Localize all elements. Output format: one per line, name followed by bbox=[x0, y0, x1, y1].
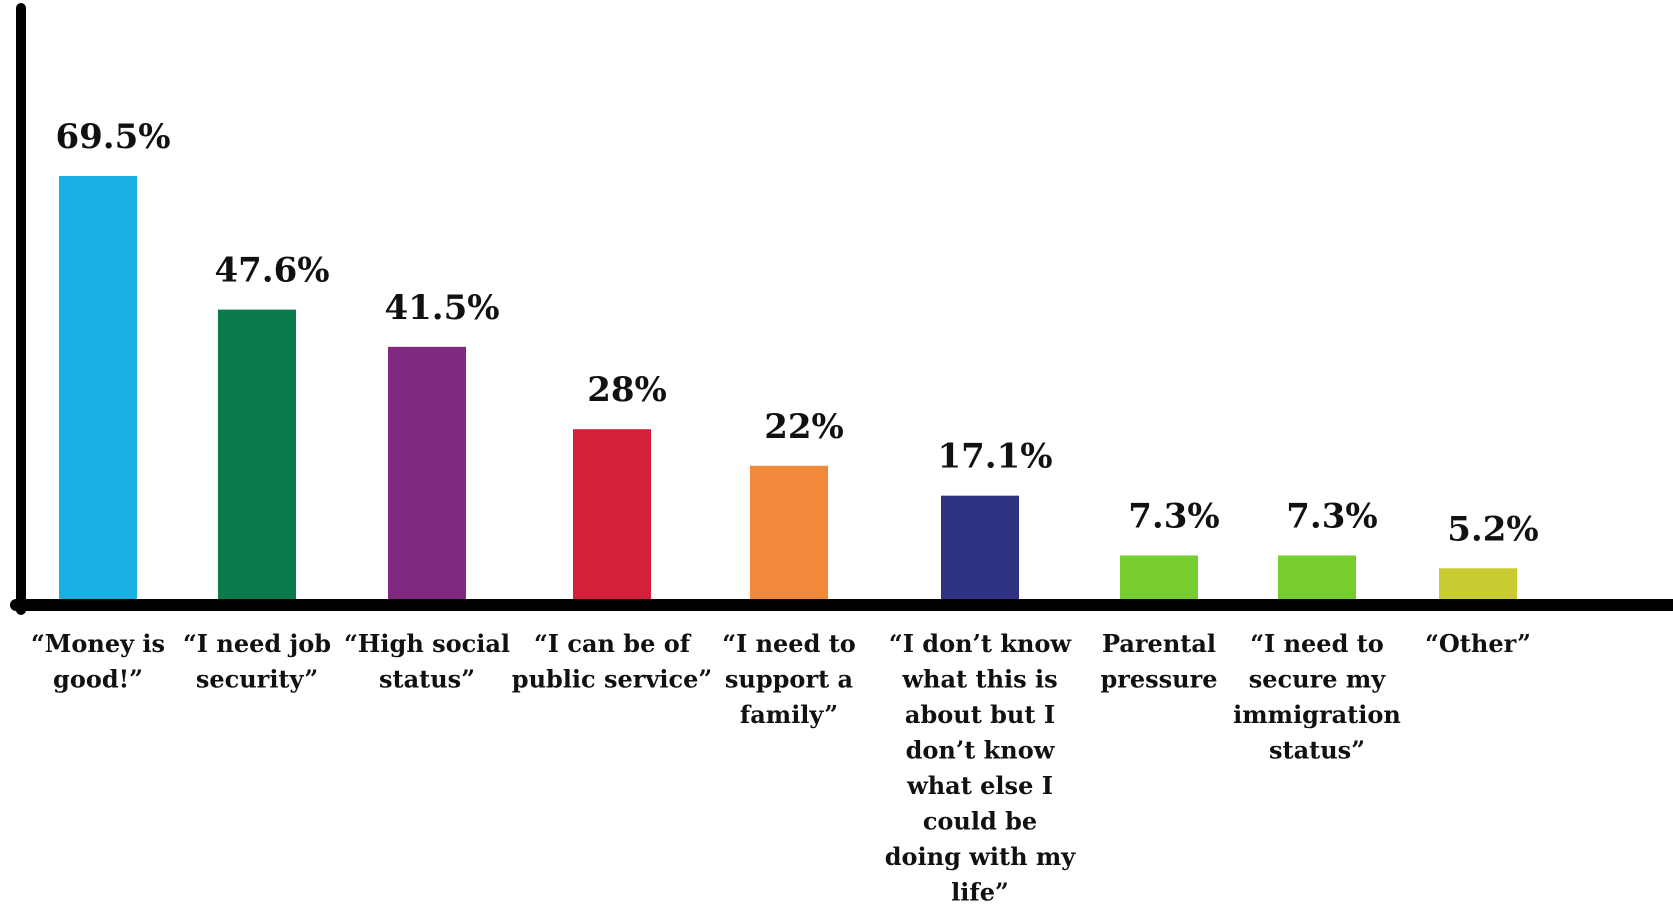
category-label-line: “I can be of bbox=[534, 629, 692, 658]
category-label-line: what this is bbox=[901, 665, 1057, 694]
bar-4 bbox=[750, 465, 828, 600]
category-label-8: “Other” bbox=[1425, 629, 1531, 658]
category-label-line: life” bbox=[951, 878, 1009, 907]
category-label-line: “High social bbox=[344, 629, 510, 658]
category-label-line: could be bbox=[923, 807, 1037, 836]
category-label-line: public service” bbox=[512, 665, 712, 694]
bar-7 bbox=[1278, 555, 1356, 600]
category-label-3: “I can be of public service” bbox=[512, 629, 712, 694]
category-label-line: immigration bbox=[1233, 700, 1401, 729]
value-label-5: 17.1% bbox=[937, 437, 1052, 477]
bar-6 bbox=[1120, 555, 1198, 600]
category-label-line: doing with my bbox=[885, 842, 1077, 871]
value-label-4: 22% bbox=[764, 407, 844, 447]
category-label-line: don’t know bbox=[906, 736, 1056, 765]
bar-5 bbox=[941, 495, 1019, 600]
category-label-4: “I need to support a family” bbox=[722, 629, 856, 729]
value-label-2: 41.5% bbox=[384, 288, 499, 328]
category-label-line: status” bbox=[1269, 736, 1365, 765]
category-label-0: “Money is good!” bbox=[31, 629, 165, 694]
category-label-line: “Other” bbox=[1425, 629, 1531, 658]
category-label-line: “I don’t know bbox=[889, 629, 1073, 658]
bar-8 bbox=[1439, 568, 1517, 600]
category-label-6: Parental pressure bbox=[1100, 629, 1217, 694]
category-label-1: “I need job security” bbox=[183, 629, 331, 694]
category-label-line: good!” bbox=[53, 665, 143, 694]
category-labels-group: “Money is good!” “I need job security” “High… bbox=[31, 629, 1531, 907]
bar-3 bbox=[573, 429, 651, 600]
category-label-line: Parental bbox=[1102, 629, 1216, 658]
bars-group bbox=[59, 176, 1517, 600]
category-label-line: “I need to bbox=[1250, 629, 1384, 658]
category-label-line: what else I bbox=[906, 771, 1053, 800]
category-label-line: about but I bbox=[905, 700, 1055, 729]
category-label-line: “I need job bbox=[183, 629, 331, 658]
category-label-line: pressure bbox=[1100, 665, 1217, 694]
category-label-2: “High social status” bbox=[344, 629, 510, 694]
category-label-line: security” bbox=[196, 665, 318, 694]
category-label-line: “I need to bbox=[722, 629, 856, 658]
value-label-1: 47.6% bbox=[214, 251, 329, 291]
category-label-line: support a bbox=[725, 665, 853, 694]
bar-0 bbox=[59, 176, 137, 600]
value-label-3: 28% bbox=[587, 370, 667, 410]
value-label-0: 69.5% bbox=[55, 117, 170, 157]
value-labels-group: 69.5% 47.6% 41.5% 28% 22% 17.1% 7.3% 7.3% 5.2% bbox=[55, 117, 1538, 549]
category-label-line: secure my bbox=[1249, 665, 1387, 694]
category-label-line: family” bbox=[740, 700, 838, 729]
category-label-line: status” bbox=[379, 665, 475, 694]
bar-1 bbox=[218, 309, 296, 600]
value-label-8: 5.2% bbox=[1447, 509, 1538, 549]
value-label-6: 7.3% bbox=[1128, 496, 1219, 536]
bar-2 bbox=[388, 346, 466, 600]
value-label-7: 7.3% bbox=[1286, 496, 1377, 536]
category-label-7: “I need to secure my immigration status” bbox=[1233, 629, 1401, 765]
category-label-5: “I don’t know what this is about but I don’… bbox=[885, 629, 1077, 907]
category-label-line: “Money is bbox=[31, 629, 165, 658]
